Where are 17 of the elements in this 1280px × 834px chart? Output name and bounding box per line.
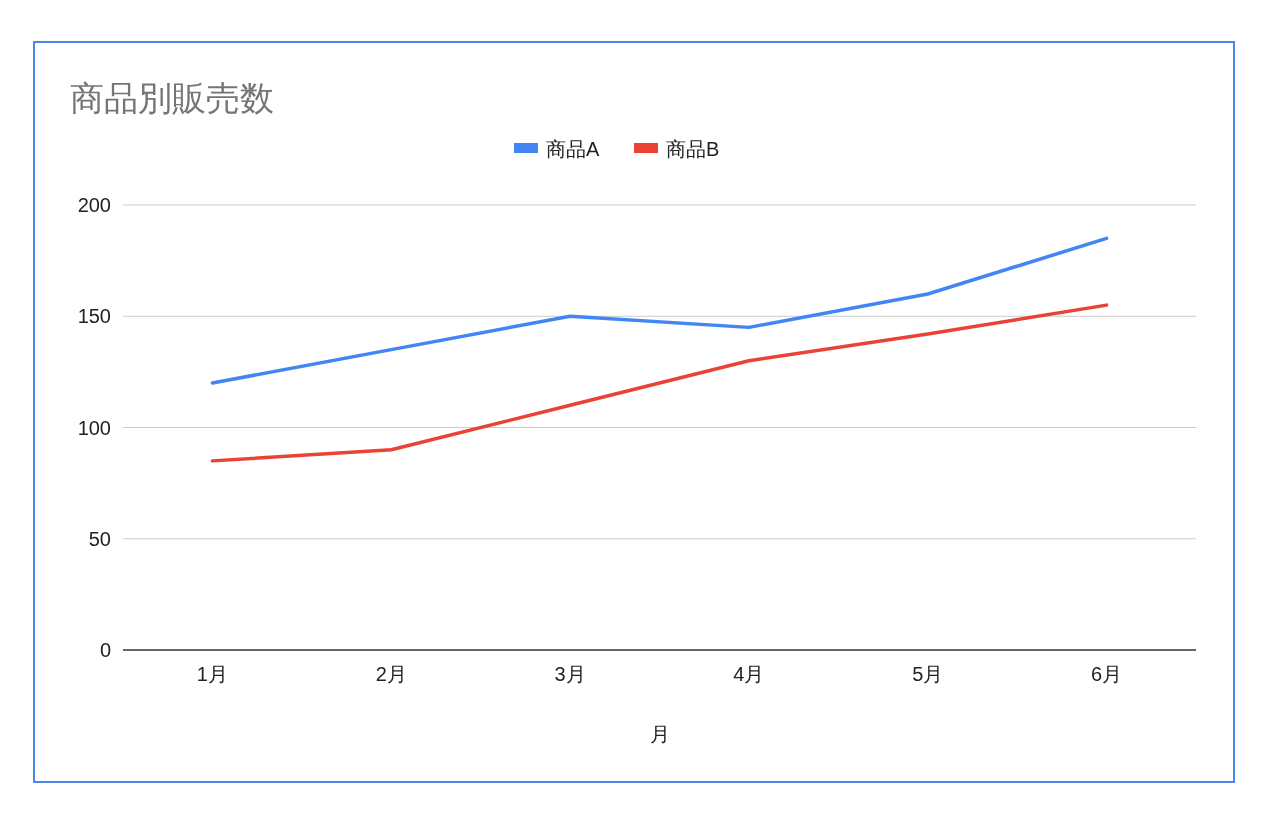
chart-title: 商品別販売数 <box>70 79 274 117</box>
y-tick-label: 150 <box>77 305 111 328</box>
x-tick-label: 6月 <box>1091 663 1123 685</box>
x-tick-label: 3月 <box>554 663 586 685</box>
y-tick-label: 100 <box>77 416 111 439</box>
legend-label: 商品A <box>546 138 600 160</box>
y-tick-label: 200 <box>77 194 111 216</box>
x-tick-label: 4月 <box>733 663 765 685</box>
x-tick-label: 5月 <box>912 663 944 685</box>
line-series <box>210 236 1109 385</box>
x-tick-label: 1月 <box>196 663 228 685</box>
x-axis-title: 月 <box>649 723 670 745</box>
y-tick-label: 50 <box>88 527 111 550</box>
line-series <box>210 303 1109 463</box>
y-tick-label: 0 <box>99 639 111 661</box>
legend-label: 商品B <box>666 138 720 160</box>
x-tick-label: 2月 <box>375 663 407 685</box>
